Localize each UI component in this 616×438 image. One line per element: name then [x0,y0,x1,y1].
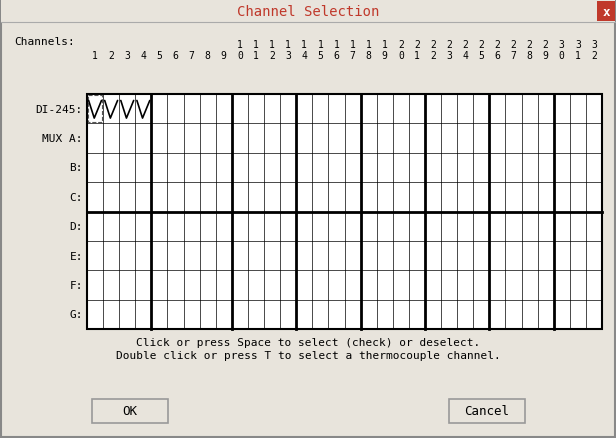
Text: 2: 2 [430,51,436,61]
Text: F:: F: [70,280,83,290]
Text: 6: 6 [495,51,500,61]
Text: 2: 2 [511,40,516,50]
Text: 1: 1 [269,40,275,50]
Text: 1: 1 [382,40,387,50]
Text: 7: 7 [350,51,355,61]
Text: 2: 2 [446,40,452,50]
Text: 9: 9 [382,51,387,61]
Bar [1,1,615,23]
Text: B:: B: [70,163,83,173]
Text: 6: 6 [172,51,179,61]
Text: 1: 1 [285,40,291,50]
Text: 3: 3 [559,40,565,50]
Text: 0: 0 [398,51,403,61]
Text: 7: 7 [188,51,195,61]
Text: 2: 2 [462,40,468,50]
Text: Channel Selection: Channel Selection [237,5,379,19]
Text: 2: 2 [543,40,549,50]
Text: 8: 8 [527,51,532,61]
Bar [88,96,102,123]
Text: 9: 9 [543,51,549,61]
Text: 3: 3 [446,51,452,61]
Text: 0: 0 [559,51,565,61]
Text: 4: 4 [301,51,307,61]
Text: DI-245:: DI-245: [36,104,83,114]
Text: 5: 5 [479,51,484,61]
Text: 6: 6 [333,51,339,61]
Text: 1: 1 [575,51,581,61]
Text: 5: 5 [156,51,163,61]
Text: 3: 3 [575,40,581,50]
Bar [597,2,615,22]
Text: Click or press Space to select (check) or deselect.: Click or press Space to select (check) o… [136,337,480,347]
Text: 1: 1 [414,51,420,61]
Text: 2: 2 [591,51,597,61]
Text: OK: OK [123,405,137,417]
Text: 2: 2 [495,40,500,50]
Text: 1: 1 [301,40,307,50]
Text: 1: 1 [253,40,259,50]
Text: C:: C: [70,192,83,202]
Text: 1: 1 [237,40,243,50]
Text: 5: 5 [317,51,323,61]
Text: 1: 1 [333,40,339,50]
Text: 2: 2 [398,40,403,50]
Text: 2: 2 [479,40,484,50]
Text: x: x [602,6,610,18]
Text: 2: 2 [414,40,420,50]
Text: 1: 1 [92,51,98,61]
Text: Channels:: Channels: [14,37,75,47]
Text: 4: 4 [462,51,468,61]
Text: 3: 3 [124,51,130,61]
Bar [87,95,602,329]
Text: 1: 1 [253,51,259,61]
Text: 4: 4 [140,51,146,61]
Text: 8: 8 [366,51,371,61]
Text: 2: 2 [430,40,436,50]
Text: 1: 1 [366,40,371,50]
Bar [92,399,168,423]
Text: G:: G: [70,310,83,320]
Text: 7: 7 [511,51,516,61]
Text: Cancel: Cancel [464,405,509,417]
Bar [87,95,602,329]
Text: 3: 3 [285,51,291,61]
Text: 2: 2 [527,40,532,50]
Text: D:: D: [70,222,83,232]
Text: 0: 0 [237,51,243,61]
Text: E:: E: [70,251,83,261]
Text: 9: 9 [221,51,227,61]
Text: 2: 2 [269,51,275,61]
Text: 1: 1 [350,40,355,50]
Text: 2: 2 [108,51,114,61]
Bar [449,399,525,423]
Text: 3: 3 [591,40,597,50]
Text: 1: 1 [317,40,323,50]
Text: Double click or press T to select a thermocouple channel.: Double click or press T to select a ther… [116,350,500,360]
Text: 8: 8 [205,51,211,61]
Text: MUX A:: MUX A: [43,134,83,144]
